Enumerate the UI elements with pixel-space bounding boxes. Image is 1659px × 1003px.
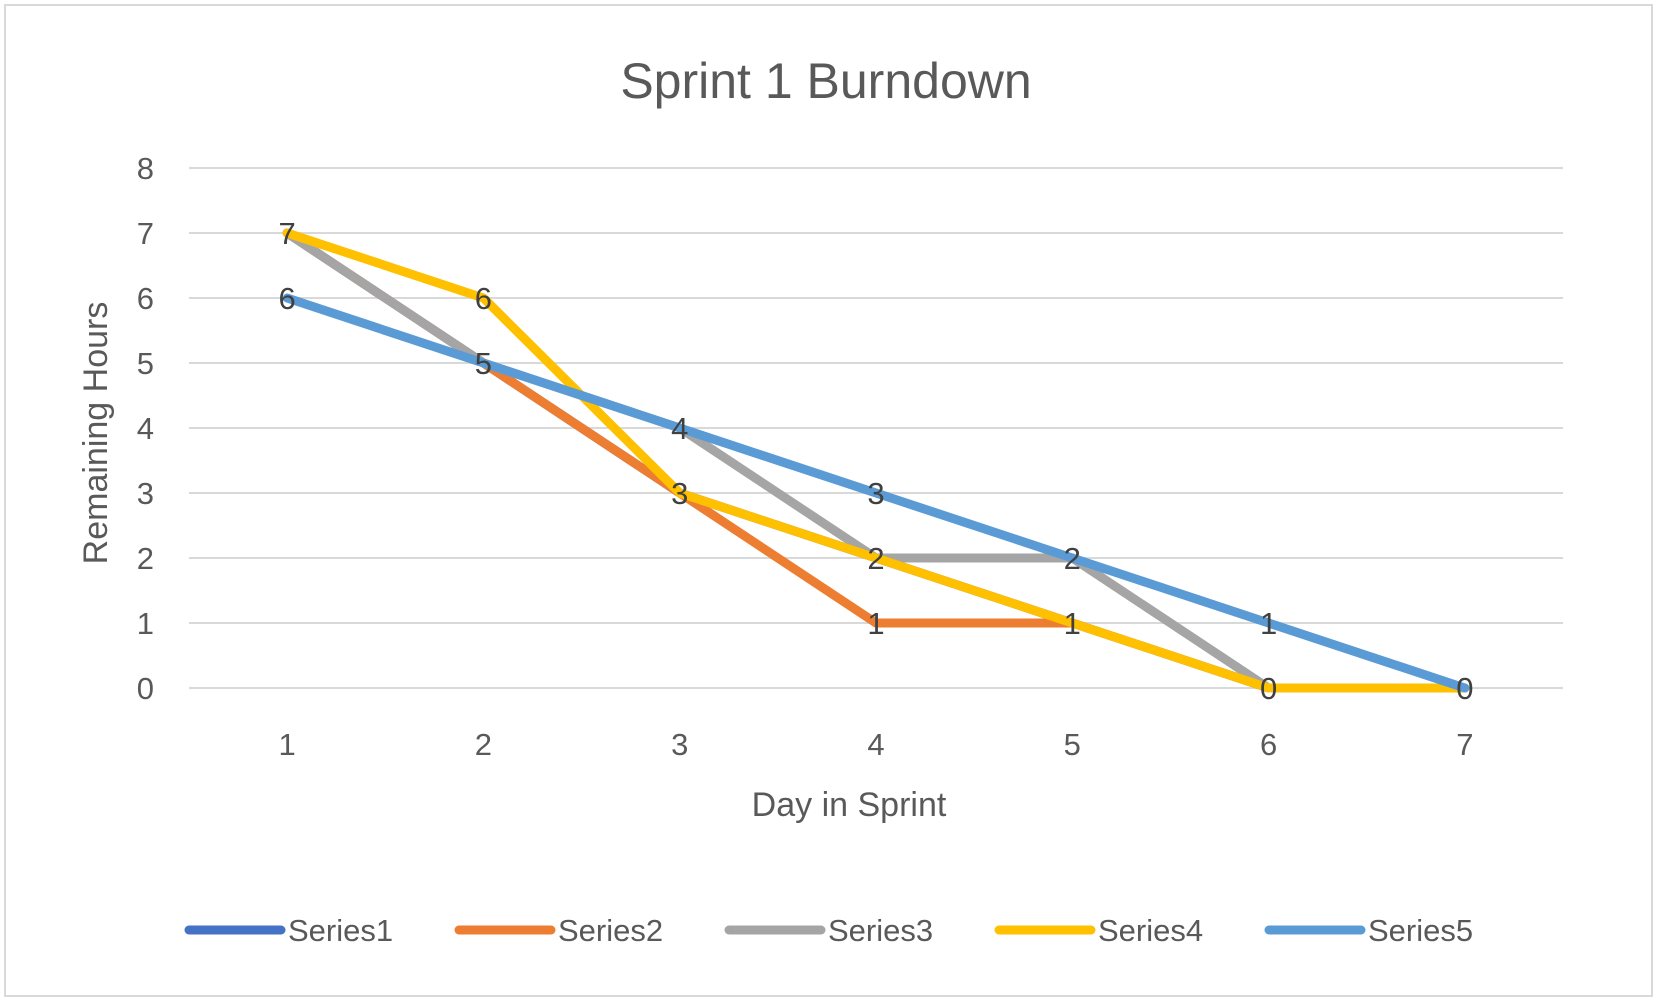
series-lines bbox=[282, 228, 1470, 693]
x-tick-label: 1 bbox=[279, 727, 296, 762]
data-label: 5 bbox=[475, 346, 492, 381]
y-tick-label: 6 bbox=[137, 281, 154, 316]
x-tick-label: 7 bbox=[1456, 727, 1473, 762]
data-label: 0 bbox=[1456, 671, 1473, 706]
y-tick-labels: 0 1 2 3 4 5 6 7 8 bbox=[137, 151, 154, 706]
data-label: 1 bbox=[867, 606, 884, 641]
series-line-series5 bbox=[282, 293, 1470, 693]
legend: Series1 Series2 Series3 Series4 Series5 bbox=[184, 913, 1473, 948]
data-label: 1 bbox=[1064, 606, 1081, 641]
y-tick-label: 7 bbox=[137, 216, 154, 251]
x-tick-label: 3 bbox=[671, 727, 688, 762]
data-label: 0 bbox=[1260, 671, 1277, 706]
data-label: 7 bbox=[279, 216, 296, 251]
legend-label: Series1 bbox=[288, 913, 393, 948]
x-tick-label: 5 bbox=[1064, 727, 1081, 762]
chart-frame: 0 1 2 3 4 5 6 7 8 1 2 3 4 5 6 7 7 5 3 2 1 0 0 1 4 2 6 6 3 1 Series1… bbox=[4, 4, 1653, 997]
legend-label: Series3 bbox=[828, 913, 933, 948]
legend-label: Series5 bbox=[1368, 913, 1473, 948]
data-label: 3 bbox=[867, 476, 884, 511]
data-label: 4 bbox=[671, 411, 688, 446]
y-tick-label: 0 bbox=[137, 671, 154, 706]
data-label: 3 bbox=[671, 476, 688, 511]
gridlines bbox=[189, 167, 1563, 689]
legend-label: Series2 bbox=[558, 913, 663, 948]
x-tick-labels: 1 2 3 4 5 6 7 bbox=[279, 727, 1474, 762]
y-tick-label: 8 bbox=[137, 151, 154, 186]
x-tick-label: 2 bbox=[475, 727, 492, 762]
legend-label: Series4 bbox=[1098, 913, 1203, 948]
data-label: 1 bbox=[1260, 606, 1277, 641]
data-labels: 7 5 3 2 1 0 0 1 4 2 6 6 3 1 bbox=[279, 216, 1474, 706]
x-tick-label: 4 bbox=[867, 727, 884, 762]
chart-title: Sprint 1 Burndown bbox=[620, 53, 1031, 109]
line-chart: 0 1 2 3 4 5 6 7 8 1 2 3 4 5 6 7 7 5 3 2 1 0 0 1 4 2 6 6 3 1 Series1… bbox=[77, 53, 1563, 948]
data-label: 6 bbox=[279, 281, 296, 316]
x-axis-title: Day in Sprint bbox=[752, 786, 947, 824]
data-label: 6 bbox=[475, 281, 492, 316]
y-tick-label: 1 bbox=[137, 606, 154, 641]
x-tick-label: 6 bbox=[1260, 727, 1277, 762]
series-line-series4 bbox=[282, 228, 1470, 693]
y-tick-label: 2 bbox=[137, 541, 154, 576]
data-label: 2 bbox=[1064, 541, 1081, 576]
y-tick-label: 4 bbox=[137, 411, 154, 446]
data-label: 2 bbox=[867, 541, 884, 576]
y-tick-label: 5 bbox=[137, 346, 154, 381]
y-axis-title: Remaining Hours bbox=[77, 302, 115, 565]
y-tick-label: 3 bbox=[137, 476, 154, 511]
